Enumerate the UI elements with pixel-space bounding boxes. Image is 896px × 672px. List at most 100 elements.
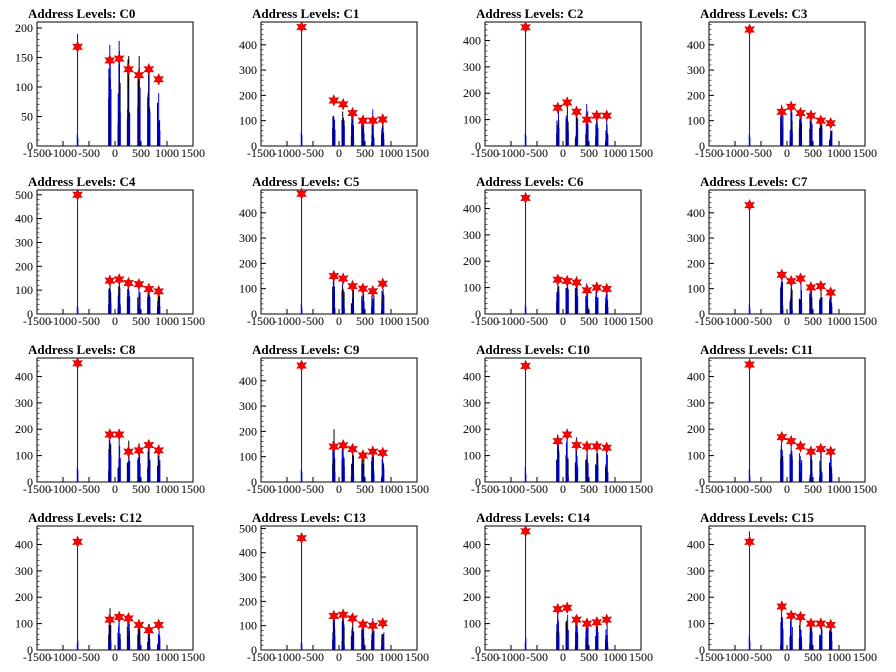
y-tick-label: 200: [687, 590, 705, 604]
x-tick-label: -500: [78, 314, 100, 328]
y-tick-label: 300: [687, 231, 705, 245]
panel-9: Address Levels: C9 0 100 200 300 400 -1500-100…: [239, 342, 429, 496]
peak-marker: [785, 274, 797, 288]
plot-frame: [260, 21, 418, 147]
y-tick-label: 200: [15, 259, 33, 273]
peak-marker: [337, 439, 349, 452]
x-tick-label: 1500: [629, 482, 653, 496]
peak-marker: [571, 105, 582, 118]
x-tick-label: 1500: [853, 482, 877, 496]
x-tick-label: -1000: [721, 146, 749, 160]
y-tick-label: 500: [239, 521, 257, 535]
peak-marker: [337, 608, 349, 621]
panel-title: Address Levels: C13: [252, 510, 366, 525]
peak-marker: [561, 96, 573, 109]
x-tick-label: -500: [526, 650, 548, 664]
peak-marker: [552, 101, 564, 114]
y-tick-label: 300: [463, 228, 481, 242]
y-tick-label: 200: [463, 590, 481, 604]
x-tick-label: 0: [784, 650, 790, 664]
peak-marker: [785, 100, 797, 114]
x-tick-label: 1000: [155, 146, 179, 160]
x-tick-label: -1500: [247, 314, 275, 328]
y-tick-label: 200: [463, 422, 481, 436]
y-tick-label: 100: [463, 617, 481, 631]
x-tick-label: 500: [580, 146, 598, 160]
panel-title: Address Levels: C10: [476, 342, 590, 357]
y-tick-label: 100: [687, 282, 705, 296]
peak-marker: [347, 612, 358, 625]
peak-marker: [377, 113, 389, 126]
y-tick-label: 0: [699, 307, 705, 321]
y-tick-label: 100: [15, 80, 33, 94]
peak-marker: [601, 282, 613, 296]
plot-frame: [708, 525, 866, 651]
plot-frame: [260, 189, 418, 315]
y-tick-label: 400: [687, 537, 705, 551]
peak-marker: [113, 52, 125, 65]
peak-marker: [561, 428, 573, 441]
x-tick-label: 1500: [853, 146, 877, 160]
y-tick-label: 300: [239, 63, 257, 77]
x-tick-label: -500: [302, 482, 324, 496]
plot-frame: [260, 357, 418, 483]
y-tick-label: 400: [15, 369, 33, 383]
y-tick-label: 0: [699, 475, 705, 489]
x-tick-label: 500: [132, 314, 150, 328]
peak-marker: [143, 623, 155, 637]
plot-frame: [36, 357, 194, 483]
y-tick-label: 300: [15, 564, 33, 578]
peak-marker: [795, 440, 806, 453]
peak-marker: [337, 272, 349, 285]
peak-marker: [296, 187, 307, 201]
x-tick-label: 0: [112, 146, 118, 160]
plot-frame: [484, 21, 642, 147]
peak-marker: [104, 54, 116, 67]
x-tick-label: -1500: [471, 650, 499, 664]
y-tick-label: 100: [463, 113, 481, 127]
y-tick-label: 300: [15, 396, 33, 410]
x-tick-label: -500: [302, 650, 324, 664]
x-tick-label: -1500: [695, 650, 723, 664]
y-tick-label: 400: [687, 206, 705, 220]
peak-marker: [143, 62, 155, 76]
x-tick-label: -1000: [721, 314, 749, 328]
x-tick-label: 500: [580, 314, 598, 328]
y-tick-label: 200: [15, 422, 33, 436]
peak-marker: [815, 279, 827, 293]
y-tick-label: 400: [463, 33, 481, 47]
peak-marker: [123, 612, 134, 625]
plot-frame: [36, 21, 194, 147]
peak-marker: [581, 113, 593, 126]
x-tick-label: -500: [750, 482, 772, 496]
peak-marker: [815, 114, 827, 127]
x-tick-label: 1500: [629, 650, 653, 664]
x-tick-label: -1500: [695, 314, 723, 328]
peak-marker: [744, 198, 755, 212]
peak-marker: [591, 109, 603, 122]
y-tick-label: 400: [463, 201, 481, 215]
x-tick-label: 1000: [379, 314, 403, 328]
peak-marker: [581, 284, 593, 297]
y-tick-label: 400: [15, 537, 33, 551]
panel-14: Address Levels: C14 0 100 200 300 400 -1500-10…: [463, 510, 653, 664]
x-tick-label: 500: [132, 650, 150, 664]
panel-15: Address Levels: C15 0 100 200 300 400 -1500-10…: [687, 510, 877, 664]
y-tick-label: 300: [15, 235, 33, 249]
panel-title: Address Levels: C2: [476, 6, 583, 21]
y-tick-label: 300: [687, 564, 705, 578]
x-tick-label: -1500: [247, 650, 275, 664]
x-tick-label: 1500: [181, 650, 205, 664]
x-tick-label: -1000: [273, 314, 301, 328]
peak-marker: [367, 619, 379, 632]
peak-marker: [328, 94, 340, 107]
x-tick-label: 1500: [629, 146, 653, 160]
y-tick-label: 0: [27, 307, 33, 321]
x-tick-label: -500: [78, 146, 100, 160]
x-tick-label: -1000: [49, 482, 77, 496]
x-tick-label: -1500: [23, 146, 51, 160]
y-tick-label: 100: [687, 114, 705, 128]
y-tick-label: 400: [687, 369, 705, 383]
plot-frame: [708, 189, 866, 315]
peak-marker: [520, 525, 531, 538]
